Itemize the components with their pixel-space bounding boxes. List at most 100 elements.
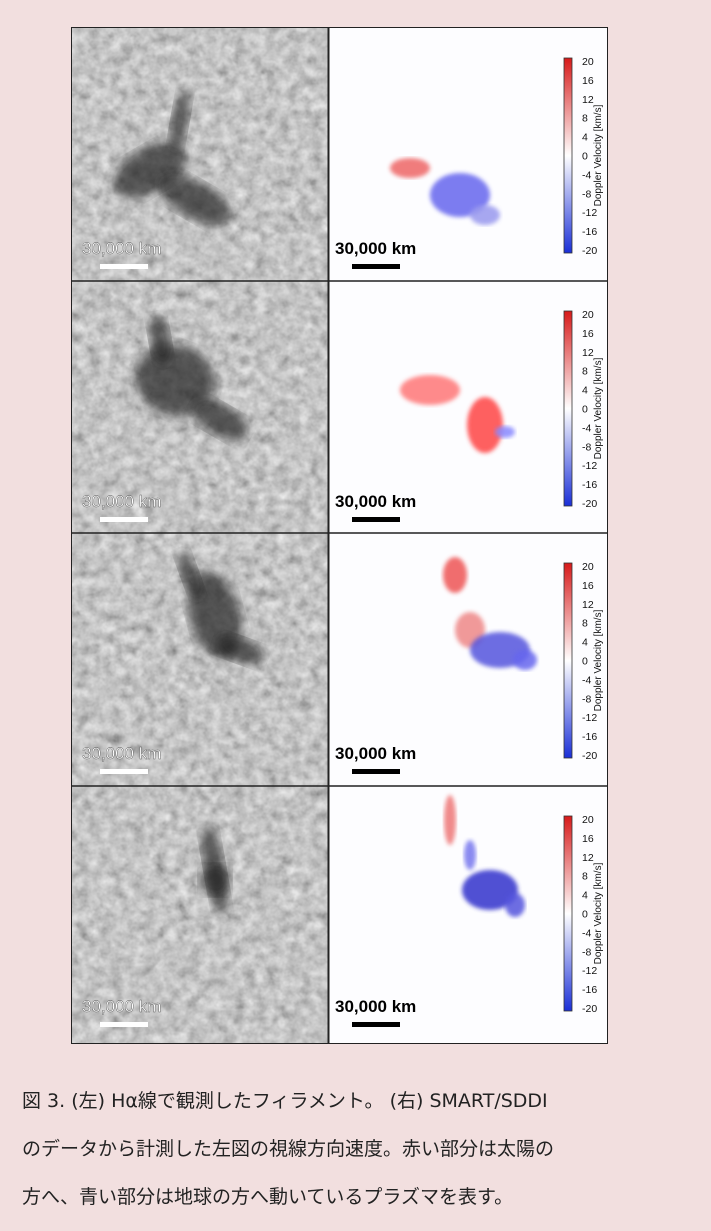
scale-label: 30,000 km — [335, 492, 416, 511]
colorbar-tick-label: -12 — [582, 460, 597, 472]
colorbar-tick-label: 20 — [582, 56, 594, 68]
scale-label: 30,000 km — [335, 239, 416, 258]
colorbar-tick-label: -4 — [582, 674, 591, 686]
velocity-blob — [467, 397, 503, 453]
filament — [170, 90, 190, 150]
colorbar-tick-label: 0 — [582, 656, 588, 668]
colorbar-tick-label: 12 — [582, 94, 594, 106]
velocity-blob — [462, 870, 518, 910]
velocity-blob — [464, 840, 476, 870]
colorbar-tick-label: 4 — [582, 890, 588, 902]
colorbar-tick-label: -16 — [582, 226, 597, 238]
caption-line: 方へ、青い部分は地球の方へ動いているプラズマを表す。 — [22, 1186, 514, 1208]
scale-label: 30,000 km — [335, 997, 416, 1016]
velocity-map — [329, 786, 607, 1043]
scale-bar — [100, 517, 148, 522]
colorbar-tick-label: 12 — [582, 347, 594, 359]
colorbar — [563, 310, 573, 507]
colorbar-tick-label: 8 — [582, 618, 588, 630]
colorbar-tick-label: 0 — [582, 909, 588, 921]
scale-label: 30,000 km — [82, 239, 161, 258]
colorbar-tick-label: -20 — [582, 750, 597, 762]
velocity-blob — [400, 375, 460, 405]
scale-bar — [100, 1022, 148, 1027]
halpha-image — [72, 28, 328, 281]
colorbar-tick-label: 12 — [582, 599, 594, 611]
velocity-blob — [444, 795, 456, 845]
scale-label: 30,000 km — [335, 744, 416, 763]
colorbar-tick-label: -8 — [582, 188, 591, 200]
colorbar-tick-label: 8 — [582, 871, 588, 883]
filament — [135, 344, 215, 416]
panel-row: 30,000 km 30,000 km 20 16 12 8 4 0 -4 -8 -12 -16 -20… — [72, 28, 607, 281]
colorbar-tick-label: 8 — [582, 366, 588, 378]
velocity-blob — [470, 205, 500, 225]
colorbar-tick-label: 20 — [582, 814, 594, 826]
filament — [192, 400, 248, 440]
colorbar-tick-label: 4 — [582, 132, 588, 144]
colorbar-tick-label: -8 — [582, 693, 591, 705]
velocity-blob — [513, 650, 537, 670]
velocity-map — [329, 28, 607, 281]
colorbar-tick-label: -20 — [582, 1003, 597, 1015]
colorbar-tick-label: -16 — [582, 984, 597, 996]
velocity-map — [329, 281, 607, 533]
colorbar-tick-label: -16 — [582, 479, 597, 491]
colorbar-label: Doppler Velocity [km/s] — [593, 104, 604, 206]
filament — [159, 174, 231, 226]
scale-label: 30,000 km — [82, 744, 161, 763]
colorbar-label: Doppler Velocity [km/s] — [593, 862, 604, 964]
velocity-map — [329, 533, 607, 786]
colorbar-tick-label: 0 — [582, 151, 588, 163]
panel-row: 30,000 km 30,000 km 20 16 12 8 4 0 -4 -8 -12 -16 -20… — [72, 532, 607, 786]
colorbar-tick-label: -20 — [582, 498, 597, 510]
colorbar-tick-label: 0 — [582, 404, 588, 416]
scale-label: 30,000 km — [82, 997, 161, 1016]
colorbar-tick-label: 12 — [582, 852, 594, 864]
panel-row: 30,000 km 30,000 km 20 16 12 8 4 0 -4 -8 -12 -16 -20… — [72, 785, 607, 1043]
colorbar-tick-label: -4 — [582, 422, 591, 434]
colorbar — [563, 57, 573, 254]
colorbar — [563, 815, 573, 1012]
colorbar-tick-label: -4 — [582, 927, 591, 939]
colorbar-tick-label: 16 — [582, 580, 594, 592]
velocity-blob — [443, 557, 467, 593]
colorbar-tick-label: -12 — [582, 712, 597, 724]
colorbar-tick-label: -4 — [582, 169, 591, 181]
colorbar-tick-label: -8 — [582, 441, 591, 453]
colorbar-label: Doppler Velocity [km/s] — [593, 357, 604, 459]
velocity-blob — [505, 893, 525, 917]
colorbar — [563, 562, 573, 759]
colorbar-tick-label: 20 — [582, 561, 594, 573]
colorbar-tick-label: 8 — [582, 113, 588, 125]
filament — [149, 315, 171, 365]
colorbar-tick-label: 16 — [582, 328, 594, 340]
scale-bar — [352, 769, 400, 774]
colorbar-tick-label: -8 — [582, 946, 591, 958]
scale-label: 30,000 km — [82, 492, 161, 511]
colorbar-tick-label: 4 — [582, 385, 588, 397]
filament — [216, 635, 264, 665]
scale-bar — [352, 1022, 400, 1027]
filament — [178, 551, 202, 599]
caption-line: 図 3. (左) Hα線で観測したフィラメント。 (右) SMART/SDDI — [22, 1090, 548, 1112]
colorbar-tick-label: 16 — [582, 75, 594, 87]
figure: 30,000 km 30,000 km 20 16 12 8 4 0 -4 -8 -12 -16 -20… — [71, 27, 608, 1044]
scale-bar — [352, 517, 400, 522]
scale-bar — [100, 769, 148, 774]
colorbar-tick-label: 16 — [582, 833, 594, 845]
velocity-blob — [390, 158, 430, 178]
colorbar-tick-label: -20 — [582, 245, 597, 257]
scale-bar — [100, 264, 148, 269]
filament — [200, 865, 230, 895]
scale-bar — [352, 264, 400, 269]
colorbar-tick-label: 20 — [582, 309, 594, 321]
velocity-blob — [430, 173, 490, 217]
caption-line: のデータから計測した左図の視線方向速度。赤い部分は太陽の — [22, 1138, 555, 1160]
colorbar-tick-label: 4 — [582, 637, 588, 649]
colorbar-tick-label: -12 — [582, 207, 597, 219]
halpha-image — [72, 786, 328, 1043]
colorbar-tick-label: -16 — [582, 731, 597, 743]
colorbar-tick-label: -12 — [582, 965, 597, 977]
